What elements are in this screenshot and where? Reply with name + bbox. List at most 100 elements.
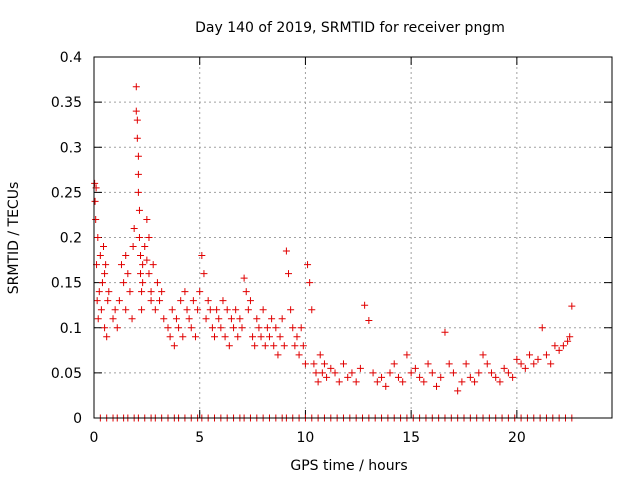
data-point — [547, 360, 555, 368]
data-point — [304, 261, 312, 269]
data-point — [153, 279, 161, 287]
data-point — [566, 333, 574, 341]
data-point — [320, 360, 328, 368]
data-point — [521, 364, 529, 372]
data-point — [559, 342, 567, 350]
data-point — [122, 252, 130, 260]
y-tick-label: 0.35 — [51, 95, 82, 111]
data-point — [265, 333, 273, 341]
data-point — [285, 270, 293, 278]
data-point — [378, 373, 386, 381]
data-point — [259, 306, 267, 314]
data-point — [534, 355, 542, 363]
data-point — [147, 288, 155, 296]
data-point — [564, 337, 572, 345]
data-point — [466, 373, 474, 381]
data-point — [238, 324, 246, 332]
data-point — [122, 306, 130, 314]
data-point — [91, 197, 99, 205]
data-point — [411, 364, 419, 372]
data-point — [513, 355, 521, 363]
data-point — [445, 360, 453, 368]
data-point — [471, 378, 479, 386]
data-point — [185, 315, 193, 323]
data-point — [227, 315, 235, 323]
data-point — [530, 360, 538, 368]
data-point — [462, 360, 470, 368]
data-point — [191, 333, 199, 341]
data-point — [270, 342, 278, 350]
data-point — [555, 346, 563, 354]
data-point — [100, 243, 108, 251]
data-point — [314, 378, 322, 386]
x-tick-label: 15 — [402, 430, 420, 446]
data-point — [433, 382, 441, 390]
data-point — [335, 378, 343, 386]
x-axis-label: GPS time / hours — [290, 458, 407, 474]
data-point — [263, 324, 271, 332]
data-point — [223, 306, 231, 314]
chart-title: Day 140 of 2019, SRMTID for receiver png… — [195, 20, 505, 36]
data-point — [134, 152, 142, 160]
data-point — [282, 247, 290, 255]
data-point — [255, 324, 263, 332]
data-point — [299, 342, 307, 350]
data-point — [261, 342, 269, 350]
data-point — [236, 315, 244, 323]
data-point — [104, 297, 112, 305]
y-tick-label: 0.3 — [60, 140, 82, 156]
data-point — [134, 188, 142, 196]
data-point — [344, 373, 352, 381]
data-point — [339, 360, 347, 368]
data-point — [103, 333, 111, 341]
data-point — [217, 324, 225, 332]
data-point — [232, 306, 240, 314]
data-point — [538, 324, 546, 332]
data-point — [327, 364, 335, 372]
data-point — [170, 342, 178, 350]
data-point — [373, 378, 381, 386]
data-point — [403, 351, 411, 359]
data-point — [348, 369, 356, 377]
data-point — [98, 279, 106, 287]
data-point — [179, 333, 187, 341]
data-point — [141, 243, 149, 251]
data-point — [234, 333, 242, 341]
data-point — [187, 324, 195, 332]
data-point — [194, 306, 202, 314]
data-point — [213, 306, 221, 314]
data-point — [365, 317, 373, 325]
x-tick-label: 20 — [508, 430, 526, 446]
data-point — [441, 328, 449, 336]
data-point — [475, 369, 483, 377]
data-point — [164, 324, 172, 332]
data-point — [496, 378, 504, 386]
data-point — [138, 306, 146, 314]
data-point — [449, 369, 457, 377]
y-tick-label: 0.25 — [51, 185, 82, 201]
data-point — [96, 252, 104, 260]
data-point — [101, 324, 109, 332]
data-point — [331, 369, 339, 377]
data-point — [135, 234, 143, 241]
data-point — [293, 333, 301, 341]
data-point — [500, 364, 508, 372]
data-point — [274, 351, 282, 359]
data-point — [308, 306, 316, 314]
data-point — [145, 234, 153, 241]
data-point — [204, 297, 212, 305]
data-point — [158, 288, 166, 296]
x-tick-label: 0 — [90, 430, 99, 446]
data-point — [208, 324, 216, 332]
data-point — [479, 351, 487, 359]
data-point — [189, 297, 197, 305]
y-tick-label: 0.4 — [60, 50, 82, 66]
data-point — [361, 301, 369, 309]
data-point — [278, 315, 286, 323]
data-point — [399, 378, 407, 386]
data-point — [230, 324, 238, 332]
data-point — [323, 373, 331, 381]
data-point — [126, 288, 134, 296]
data-point — [428, 369, 436, 377]
data-point — [424, 360, 432, 368]
